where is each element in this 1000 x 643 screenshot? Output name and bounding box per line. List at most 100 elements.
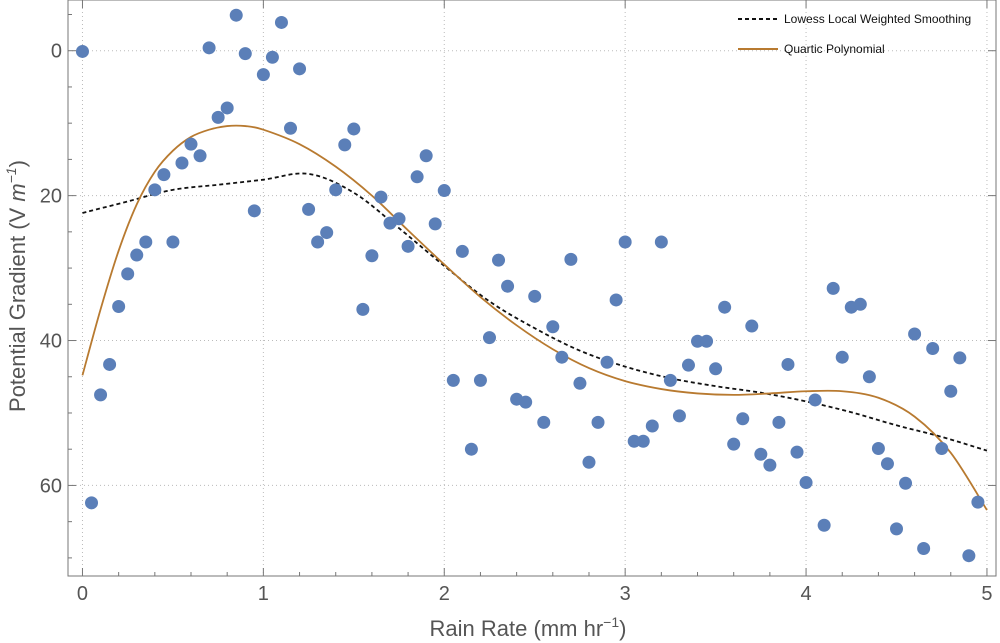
- data-point: [880, 457, 894, 471]
- y-tick-label: 0: [51, 41, 62, 63]
- data-point: [636, 434, 650, 448]
- axis-ticks: [68, 0, 996, 576]
- x-tick-label: 0: [77, 583, 88, 605]
- data-point: [663, 373, 677, 387]
- data-point: [826, 281, 840, 295]
- x-tick-label: 2: [439, 583, 450, 605]
- data-point: [582, 455, 596, 469]
- data-point: [890, 522, 904, 536]
- data-point: [944, 384, 958, 398]
- data-point: [75, 44, 89, 58]
- data-point: [202, 41, 216, 55]
- data-point: [256, 68, 270, 82]
- data-point: [781, 357, 795, 371]
- data-point: [238, 47, 252, 61]
- data-point: [184, 137, 198, 151]
- data-point: [501, 279, 515, 293]
- data-point: [419, 149, 433, 163]
- data-point: [709, 362, 723, 376]
- quartic-line: [81, 124, 988, 511]
- data-point: [121, 267, 135, 281]
- data-point: [329, 183, 343, 197]
- data-point: [220, 101, 234, 115]
- data-point: [627, 434, 641, 448]
- data-point: [862, 370, 876, 384]
- data-point: [691, 334, 705, 348]
- data-point: [455, 244, 469, 258]
- data-point: [247, 204, 261, 218]
- data-point: [130, 248, 144, 262]
- data-point: [763, 458, 777, 472]
- data-point: [94, 388, 108, 402]
- data-point: [437, 184, 451, 198]
- data-point: [537, 415, 551, 429]
- data-point: [736, 412, 750, 426]
- data-point: [85, 496, 99, 510]
- data-point: [799, 476, 813, 490]
- y-axis-title: Potential Gradient (V m−1): [3, 160, 30, 412]
- data-point: [935, 441, 949, 455]
- data-point: [139, 235, 153, 249]
- x-tick-label: 3: [620, 583, 631, 605]
- data-point: [293, 62, 307, 76]
- data-point: [700, 334, 714, 348]
- data-point: [926, 341, 940, 355]
- data-point: [591, 415, 605, 429]
- data-point: [718, 300, 732, 314]
- data-point: [302, 202, 316, 216]
- lowess-line: [82, 172, 988, 452]
- data-point: [654, 235, 668, 249]
- y-tick-label: 60: [40, 475, 62, 497]
- data-point: [112, 299, 126, 313]
- data-point: [265, 50, 279, 64]
- x-axis-tick-labels: 0 1 2 3 4 5: [77, 583, 993, 605]
- x-axis-title: Rain Rate (mm hr−1): [430, 614, 627, 641]
- data-point: [573, 376, 587, 390]
- data-point: [211, 110, 225, 124]
- data-point: [808, 393, 822, 407]
- data-point: [356, 302, 370, 316]
- data-point: [871, 441, 885, 455]
- data-point: [464, 442, 478, 456]
- data-point: [917, 541, 931, 555]
- data-point: [962, 549, 976, 563]
- data-point: [672, 409, 686, 423]
- data-point: [645, 419, 659, 433]
- data-point: [428, 217, 442, 231]
- data-point: [365, 249, 379, 263]
- data-point: [347, 122, 361, 136]
- data-point: [745, 319, 759, 333]
- legend-label-lowess: Lowess Local Weighted Smoothing: [784, 12, 971, 26]
- data-point: [392, 212, 406, 226]
- data-point: [600, 355, 614, 369]
- data-point: [338, 138, 352, 152]
- legend-label-quartic: Quartic Polynomial: [784, 42, 885, 56]
- data-point: [492, 253, 506, 267]
- data-point: [103, 357, 117, 371]
- x-tick-label: 4: [800, 583, 811, 605]
- data-point: [374, 190, 388, 204]
- data-point: [320, 226, 334, 240]
- data-point: [790, 445, 804, 459]
- data-point: [482, 331, 496, 345]
- data-point: [166, 235, 180, 249]
- data-point: [229, 8, 243, 22]
- y-axis-tick-labels: 0 20 40 60: [40, 41, 62, 498]
- data-point: [727, 437, 741, 451]
- legend: Lowess Local Weighted Smoothing Quartic …: [738, 12, 971, 56]
- data-point: [175, 156, 189, 170]
- data-point: [618, 235, 632, 249]
- data-point: [908, 327, 922, 341]
- x-tick-label: 5: [981, 583, 992, 605]
- data-point: [772, 415, 786, 429]
- data-point: [284, 121, 298, 135]
- y-tick-label: 40: [40, 331, 62, 353]
- gridlines: [68, 0, 996, 576]
- y-tick-label: 20: [40, 186, 62, 208]
- data-point: [953, 351, 967, 365]
- data-point: [546, 320, 560, 334]
- data-point: [148, 183, 162, 197]
- data-point: [681, 358, 695, 372]
- data-point: [410, 170, 424, 184]
